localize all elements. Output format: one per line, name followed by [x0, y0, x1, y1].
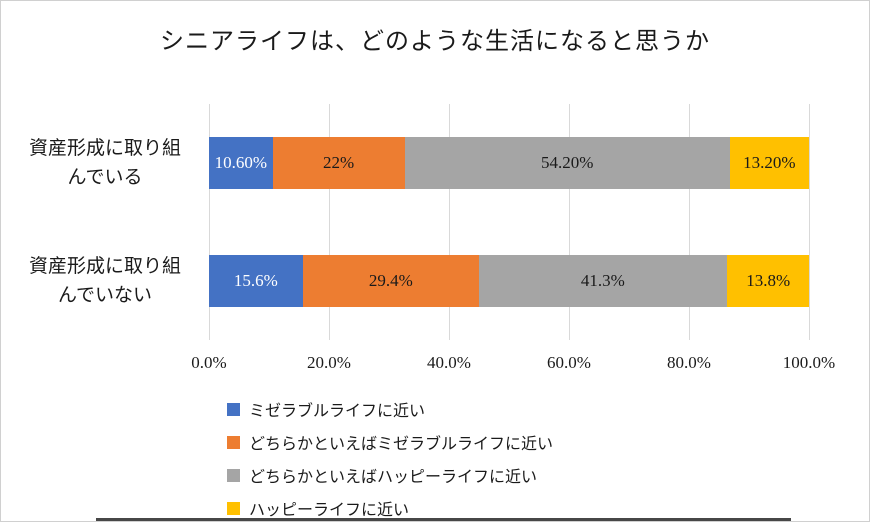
- legend-label: どちらかといえばミゼラブルライフに近い: [249, 436, 554, 453]
- bar-segment: 13.8%: [726, 255, 809, 307]
- legend-label: どちらかといえばハッピーライフに近い: [249, 469, 538, 486]
- legend-label: ハッピーライフに近い: [249, 502, 410, 519]
- legend-swatch: [227, 435, 240, 449]
- gridline: [449, 104, 450, 340]
- legend-item: どちらかといえばハッピーライフに近い: [227, 463, 553, 487]
- bar-segment: 15.6%: [209, 255, 303, 307]
- legend-swatch: [227, 468, 240, 482]
- chart-title: シニアライフは、どのような生活になると思うか: [160, 29, 710, 55]
- bar-value-label: 22%: [323, 153, 355, 172]
- bar-value-label: 13.8%: [746, 271, 791, 290]
- bar-value-label: 54.20%: [540, 153, 594, 172]
- plot-wrap: 資産形成に取り組 んでいる 資産形成に取り組 んでいない 10.60% 22% 54.…: [1, 104, 869, 340]
- gridline: [809, 104, 810, 340]
- x-tick-label: 60.0%: [547, 353, 591, 372]
- bar-segment: 10.60%: [209, 137, 273, 189]
- bar-value-label: 15.6%: [233, 271, 278, 290]
- category-label: 資産形成に取り組 んでいる: [28, 137, 181, 188]
- x-tick-label: 100.0%: [782, 353, 836, 372]
- gridline: [329, 104, 330, 340]
- legend: ミゼラブルライフに近いどちらかといえばミゼラブルライフに近い どちらかといえばハッ…: [227, 397, 553, 520]
- bar-value-label: 13.20%: [743, 153, 796, 172]
- bar-segment: 22%: [272, 137, 405, 189]
- plot-area: 10.60% 22% 54.20% 13.20% 15.6% 29.4% 41.3% 13.8…: [209, 104, 810, 340]
- bar-row: 15.6% 29.4% 41.3% 13.8%: [209, 255, 809, 307]
- x-tick-label: 80.0%: [667, 353, 711, 372]
- bar-value-label: 41.3%: [580, 271, 625, 290]
- category-label: 資産形成に取り組 んでいない: [28, 255, 181, 306]
- gridline: [689, 104, 690, 340]
- bar-segment: 13.20%: [729, 137, 809, 189]
- x-tick-label: 0.0%: [191, 353, 227, 372]
- bar-segment: 41.3%: [478, 255, 727, 307]
- legend-swatch: [227, 402, 240, 416]
- bottom-divider: [96, 518, 791, 521]
- legend-swatch: [227, 501, 240, 515]
- legend-item: ミゼラブルライフに近い: [227, 397, 553, 421]
- bar-segment: 54.20%: [404, 137, 730, 189]
- legend-item: どちらかといえばミゼラブルライフに近い: [227, 430, 553, 454]
- value-axis: 0.0% 20.0% 40.0% 60.0% 80.0% 100.0%: [191, 353, 835, 377]
- category-axis: 資産形成に取り組 んでいる 資産形成に取り組 んでいない: [1, 104, 209, 340]
- bar-value-label: 10.60%: [214, 153, 267, 172]
- gridline: [209, 104, 210, 340]
- bar-value-label: 29.4%: [368, 271, 413, 290]
- x-tick-label: 20.0%: [307, 353, 351, 372]
- gridline: [569, 104, 570, 340]
- x-tick-label: 40.0%: [427, 353, 471, 372]
- bar-row: 10.60% 22% 54.20% 13.20%: [209, 137, 809, 189]
- legend-item: ハッピーライフに近い: [227, 496, 553, 520]
- legend-label: ミゼラブルライフに近い: [249, 403, 426, 420]
- bar-segment: 29.4%: [302, 255, 479, 307]
